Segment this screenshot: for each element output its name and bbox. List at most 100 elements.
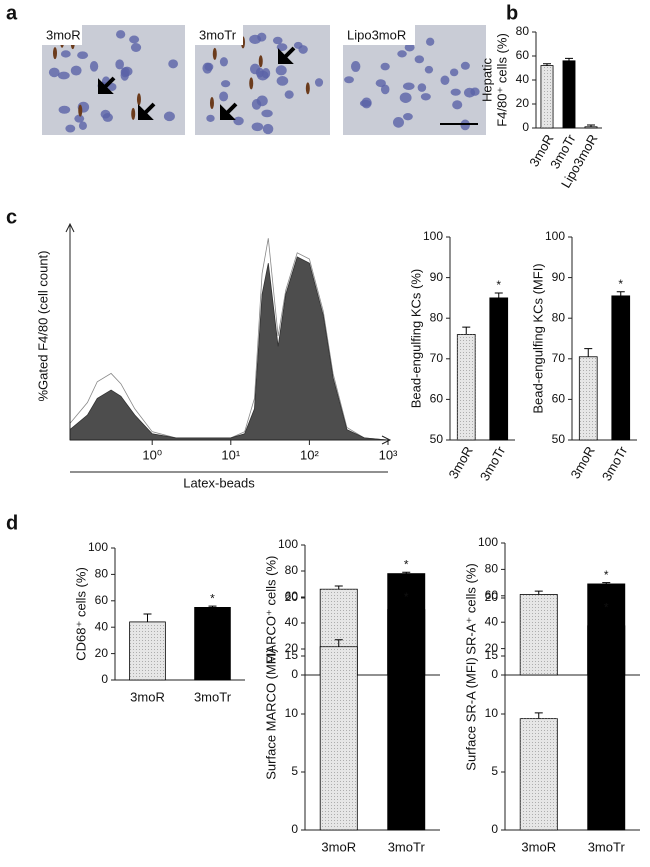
x-tick-label: 3moR bbox=[130, 689, 165, 704]
arrow bbox=[220, 102, 238, 120]
y-tick-label: 20 bbox=[285, 641, 299, 655]
y-axis-label: MARCO⁺ cells (%) bbox=[263, 556, 278, 665]
nucleus bbox=[89, 60, 99, 72]
y-tick-label: 60 bbox=[430, 392, 444, 406]
x-tick-label: 10³ bbox=[379, 447, 398, 462]
error-bar bbox=[602, 582, 611, 584]
nucleus bbox=[115, 59, 124, 70]
nucleus bbox=[425, 37, 435, 46]
significance-mark: * bbox=[404, 557, 409, 571]
nucleus bbox=[57, 71, 70, 80]
kupffer-cell bbox=[136, 93, 141, 106]
nucleus bbox=[314, 78, 324, 87]
arrow bbox=[278, 46, 296, 64]
y-tick-label: 20 bbox=[485, 590, 499, 604]
nucleus bbox=[298, 45, 308, 54]
error-bar bbox=[494, 292, 503, 298]
y-tick-label: 100 bbox=[88, 540, 108, 554]
micrograph-label: Lipo3moR bbox=[347, 27, 406, 42]
y-axis-label: SR-A⁺ cells (%) bbox=[463, 563, 478, 654]
nucleus bbox=[74, 114, 85, 123]
bar bbox=[562, 60, 576, 129]
micrographs: 3moR 3moTr Lipo3moR bbox=[42, 25, 486, 135]
x-tick-label: 10² bbox=[300, 447, 319, 462]
x-tick-label: 3moR bbox=[321, 839, 356, 854]
kupffer-cell bbox=[305, 82, 310, 95]
nucleus bbox=[424, 65, 434, 74]
y-tick-label: 100 bbox=[545, 229, 565, 243]
x-tick-label: 10⁰ bbox=[142, 447, 162, 462]
nucleus bbox=[392, 117, 404, 128]
y-tick-label: 20 bbox=[95, 646, 109, 660]
nucleus bbox=[350, 61, 361, 72]
kupffer-cell bbox=[212, 47, 217, 60]
nucleus bbox=[440, 75, 450, 85]
y-tick-label: 20 bbox=[516, 96, 530, 110]
y-tick-label: 50 bbox=[552, 432, 566, 446]
x-tick-label: 3moR bbox=[521, 839, 556, 854]
y-axis-label: CD68⁺ cells (%) bbox=[73, 567, 88, 661]
y-tick-label: 80 bbox=[552, 310, 566, 324]
label-box bbox=[195, 25, 243, 45]
y-axis-label: Hepatic bbox=[479, 57, 494, 102]
bar bbox=[489, 297, 509, 441]
arrow bbox=[98, 76, 116, 94]
error-bar bbox=[543, 63, 551, 66]
y-tick-label: 100 bbox=[423, 229, 443, 243]
kupffer-cell bbox=[78, 104, 83, 117]
nucleus bbox=[276, 43, 288, 51]
significance-mark: * bbox=[496, 278, 501, 292]
bar bbox=[584, 126, 598, 129]
bar bbox=[456, 334, 476, 441]
nucleus bbox=[251, 122, 264, 132]
nucleus bbox=[249, 34, 262, 45]
y-tick-label: 0 bbox=[491, 667, 498, 681]
micrograph-label: 3moTr bbox=[199, 27, 237, 42]
error-bar bbox=[334, 585, 343, 590]
nucleus bbox=[65, 124, 76, 133]
y-axis bbox=[65, 222, 75, 440]
y-tick-label: 40 bbox=[485, 614, 499, 628]
nucleus bbox=[120, 69, 129, 81]
y-axis-label: Surface MARCO (MFI) bbox=[263, 648, 278, 779]
nucleus bbox=[417, 83, 427, 92]
x-tick-label: 3moR bbox=[567, 444, 597, 482]
y-tick-label: 40 bbox=[285, 615, 299, 629]
error-bar bbox=[602, 614, 611, 626]
y-tick-label: 20 bbox=[485, 641, 499, 655]
y-tick-label: 10 bbox=[285, 706, 299, 720]
y-axis-label: %Gated F4/80 (cell count) bbox=[35, 250, 50, 401]
panel-label: c bbox=[6, 206, 17, 228]
nucleus bbox=[380, 62, 390, 71]
y-tick-label: 60 bbox=[285, 589, 299, 603]
y-tick-label: 0 bbox=[522, 120, 529, 134]
nucleus bbox=[233, 116, 244, 126]
kupffer-cell bbox=[249, 77, 254, 90]
nucleus bbox=[449, 68, 459, 77]
bar bbox=[578, 356, 598, 441]
nucleus bbox=[420, 93, 431, 101]
error-bar bbox=[534, 590, 543, 595]
nucleus bbox=[257, 70, 269, 81]
y-tick-label: 100 bbox=[478, 535, 498, 549]
x-tick-label: 3moTr bbox=[194, 689, 232, 704]
x-tick-label: 3moR bbox=[445, 444, 475, 482]
nucleus bbox=[168, 59, 179, 69]
nucleus bbox=[249, 63, 261, 75]
y-tick-label: 15 bbox=[485, 648, 499, 662]
nucleus bbox=[403, 112, 413, 121]
x-tick-label: 3moTr bbox=[388, 839, 426, 854]
nucleus bbox=[108, 82, 117, 91]
y-tick-label: 90 bbox=[552, 270, 566, 284]
error-bar bbox=[584, 348, 593, 357]
y-tick-label: 15 bbox=[285, 648, 299, 662]
nucleus bbox=[397, 50, 407, 58]
y-tick-label: 70 bbox=[430, 351, 444, 365]
arrow bbox=[138, 102, 156, 120]
nucleus bbox=[219, 91, 229, 102]
bar bbox=[519, 718, 558, 831]
nucleus bbox=[70, 65, 82, 76]
nucleus bbox=[130, 43, 142, 52]
kupffer-cell bbox=[258, 55, 263, 68]
